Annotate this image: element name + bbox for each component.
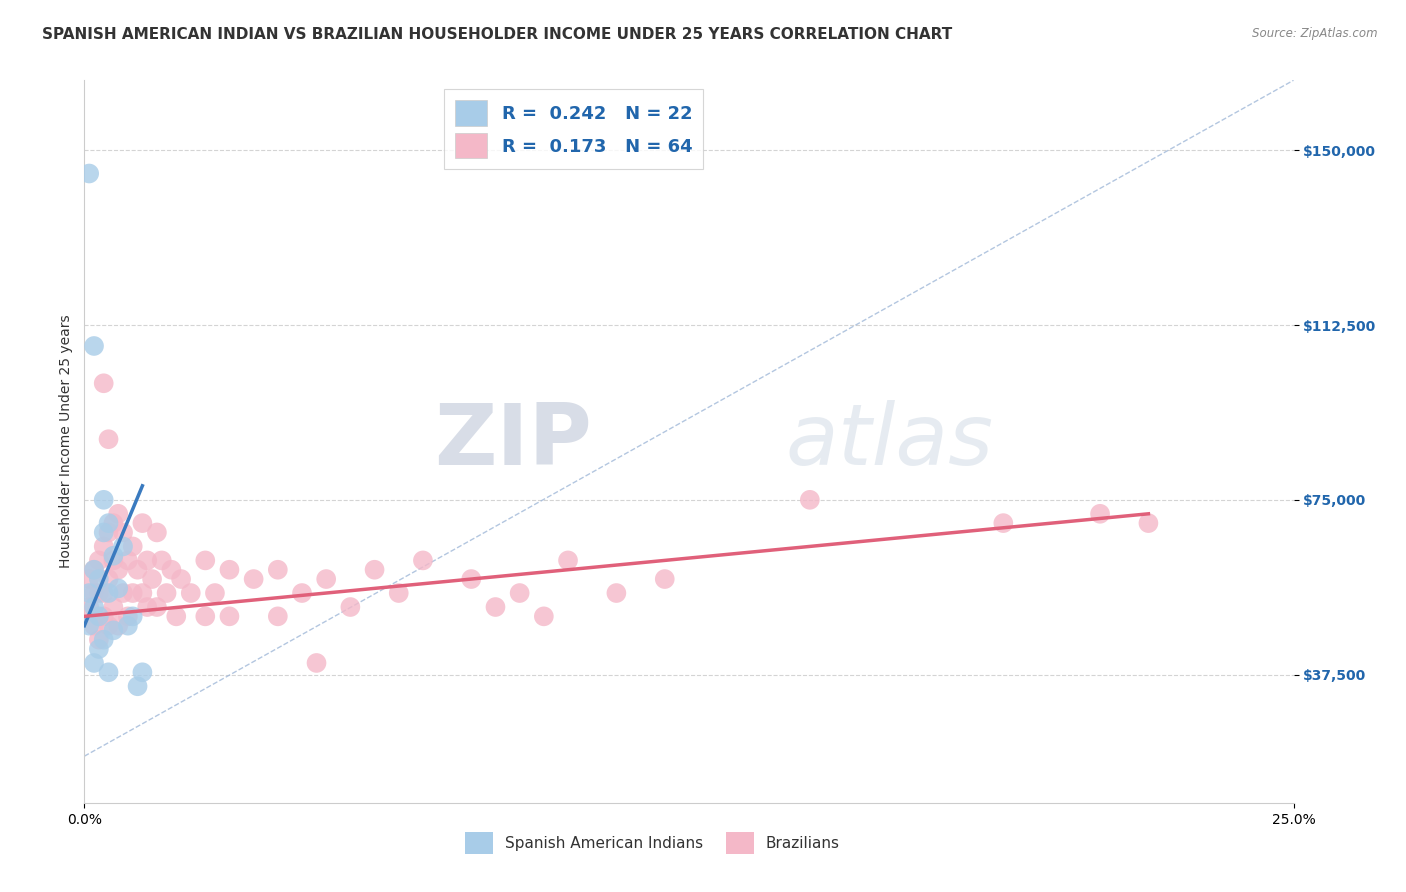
Point	[77, 586, 100, 600]
Text: ZIP: ZIP	[434, 400, 592, 483]
Point	[93, 586, 115, 600]
Point	[117, 609, 139, 624]
Point	[131, 586, 153, 600]
Point	[97, 665, 120, 680]
Point	[136, 553, 159, 567]
Point	[165, 609, 187, 624]
Point	[1137, 516, 1160, 530]
Point	[97, 586, 120, 600]
Point	[93, 609, 115, 624]
Point	[121, 540, 143, 554]
Point	[103, 624, 125, 638]
Point	[87, 642, 110, 657]
Point	[654, 572, 676, 586]
Point	[107, 507, 129, 521]
Point	[993, 516, 1015, 530]
Point	[87, 553, 110, 567]
Point	[291, 586, 314, 600]
Point	[1088, 507, 1111, 521]
Point	[117, 553, 139, 567]
Point	[83, 656, 105, 670]
Point	[218, 609, 240, 624]
Point	[146, 525, 169, 540]
Point	[267, 609, 290, 624]
Point	[93, 376, 115, 391]
Point	[160, 563, 183, 577]
Point	[363, 563, 385, 577]
Point	[77, 167, 100, 181]
Point	[103, 553, 125, 567]
Point	[87, 609, 110, 624]
Point	[97, 525, 120, 540]
Point	[305, 656, 328, 670]
Point	[103, 516, 125, 530]
Point	[87, 632, 110, 647]
Point	[121, 609, 143, 624]
Point	[83, 563, 105, 577]
Point	[107, 618, 129, 632]
Point	[204, 586, 226, 600]
Point	[127, 563, 149, 577]
Point	[83, 586, 105, 600]
Legend: Spanish American Indians, Brazilians: Spanish American Indians, Brazilians	[460, 826, 846, 860]
Point	[83, 339, 105, 353]
Point	[93, 632, 115, 647]
Point	[484, 600, 506, 615]
Text: atlas: atlas	[786, 400, 994, 483]
Point	[97, 618, 120, 632]
Point	[533, 609, 555, 624]
Point	[557, 553, 579, 567]
Point	[127, 679, 149, 693]
Point	[150, 553, 173, 567]
Point	[87, 572, 110, 586]
Point	[87, 586, 110, 600]
Point	[194, 609, 217, 624]
Point	[103, 600, 125, 615]
Point	[509, 586, 531, 600]
Point	[136, 600, 159, 615]
Point	[180, 586, 202, 600]
Point	[97, 432, 120, 446]
Y-axis label: Householder Income Under 25 years: Householder Income Under 25 years	[59, 315, 73, 568]
Point	[93, 540, 115, 554]
Point	[93, 492, 115, 507]
Point	[97, 516, 120, 530]
Point	[605, 586, 627, 600]
Point	[107, 563, 129, 577]
Point	[103, 549, 125, 563]
Point	[77, 600, 100, 615]
Point	[121, 586, 143, 600]
Point	[141, 572, 163, 586]
Point	[194, 553, 217, 567]
Point	[77, 618, 100, 632]
Text: Source: ZipAtlas.com: Source: ZipAtlas.com	[1253, 27, 1378, 40]
Point	[117, 618, 139, 632]
Point	[112, 586, 135, 600]
Point	[83, 618, 105, 632]
Point	[112, 525, 135, 540]
Point	[218, 563, 240, 577]
Point	[83, 600, 105, 615]
Point	[388, 586, 411, 600]
Point	[112, 540, 135, 554]
Point	[339, 600, 361, 615]
Point	[131, 665, 153, 680]
Text: SPANISH AMERICAN INDIAN VS BRAZILIAN HOUSEHOLDER INCOME UNDER 25 YEARS CORRELATI: SPANISH AMERICAN INDIAN VS BRAZILIAN HOU…	[42, 27, 952, 42]
Point	[799, 492, 821, 507]
Point	[267, 563, 290, 577]
Point	[170, 572, 193, 586]
Point	[77, 572, 100, 586]
Point	[460, 572, 482, 586]
Point	[83, 563, 105, 577]
Point	[146, 600, 169, 615]
Point	[131, 516, 153, 530]
Point	[97, 572, 120, 586]
Point	[242, 572, 264, 586]
Point	[315, 572, 337, 586]
Point	[93, 525, 115, 540]
Point	[107, 582, 129, 596]
Point	[412, 553, 434, 567]
Point	[155, 586, 177, 600]
